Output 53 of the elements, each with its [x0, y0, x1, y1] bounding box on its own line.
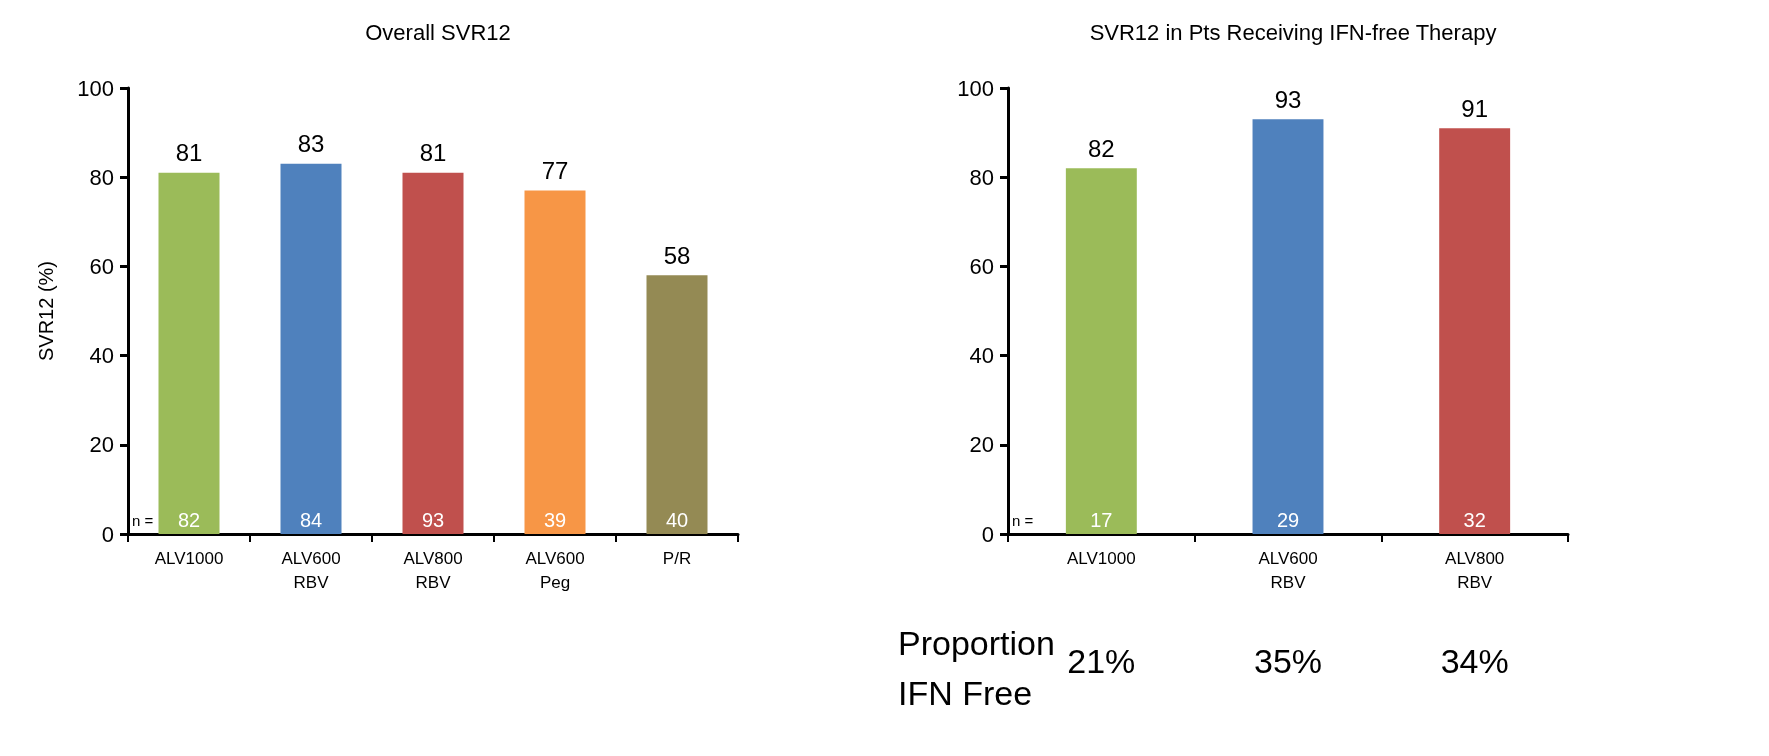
- y-tick-label: 80: [89, 164, 114, 190]
- data-label: 81: [419, 139, 447, 167]
- y-tick-label: 0: [101, 521, 114, 547]
- annotation: 82: [177, 509, 201, 531]
- chart-title: Overall SVR12: [365, 19, 511, 45]
- bar: [1252, 119, 1324, 534]
- x-tick-label: ALV1000: [1066, 548, 1136, 568]
- y-tick-label: 100: [77, 75, 114, 101]
- data-label: 83: [297, 130, 325, 158]
- annotation: 32: [1463, 509, 1486, 531]
- bar: [1439, 128, 1511, 534]
- annotation: 17: [1090, 509, 1113, 531]
- x-tick-label: ALV800 RBV: [1445, 548, 1505, 592]
- text: 21%: [1067, 642, 1136, 680]
- bar: [646, 275, 708, 534]
- data-label: 58: [663, 241, 691, 269]
- y-tick-label: 60: [89, 253, 114, 279]
- text: 35%: [1253, 642, 1323, 680]
- annotation: 29: [1276, 509, 1300, 531]
- annotation: 39: [543, 509, 567, 531]
- bar: [1065, 168, 1137, 534]
- data-label: 81: [175, 139, 203, 167]
- y-tick-label: 0: [981, 521, 994, 547]
- bar: [280, 163, 342, 534]
- y-tick-label: 40: [969, 343, 994, 369]
- y-tick-label: 20: [89, 432, 114, 458]
- x-tick-label: P/R: [662, 548, 692, 568]
- y-tick-label: 20: [969, 432, 994, 458]
- bar: [158, 172, 220, 534]
- annotation: n =: [132, 512, 154, 529]
- annotation: n =: [1012, 512, 1034, 529]
- bar: [402, 172, 464, 534]
- y-tick-label: 100: [957, 75, 994, 101]
- text: Proportion IFN Free: [898, 624, 1055, 712]
- y-tick-label: 80: [969, 164, 994, 190]
- annotation: 84: [299, 509, 323, 531]
- y-axis-title: SVR12 (%): [35, 260, 57, 362]
- annotation: 40: [665, 509, 689, 531]
- x-tick-label: ALV1000: [154, 548, 224, 568]
- chart-title: SVR12 in Pts Receiving IFN-free Therapy: [1089, 19, 1497, 45]
- x-tick-label: ALV600 RBV: [281, 548, 341, 592]
- annotation: 93: [421, 509, 445, 531]
- bar: [524, 190, 586, 534]
- data-label: 93: [1274, 85, 1302, 113]
- text: 34%: [1440, 642, 1509, 680]
- data-label: 91: [1461, 94, 1489, 122]
- data-label: 77: [541, 157, 569, 185]
- x-tick-label: ALV800 RBV: [403, 548, 463, 592]
- x-tick-label: ALV600 RBV: [1258, 548, 1318, 592]
- data-label: 82: [1087, 134, 1115, 162]
- y-tick-label: 60: [969, 253, 994, 279]
- y-tick-label: 40: [89, 343, 114, 369]
- x-tick-label: ALV600 Peg: [525, 548, 585, 592]
